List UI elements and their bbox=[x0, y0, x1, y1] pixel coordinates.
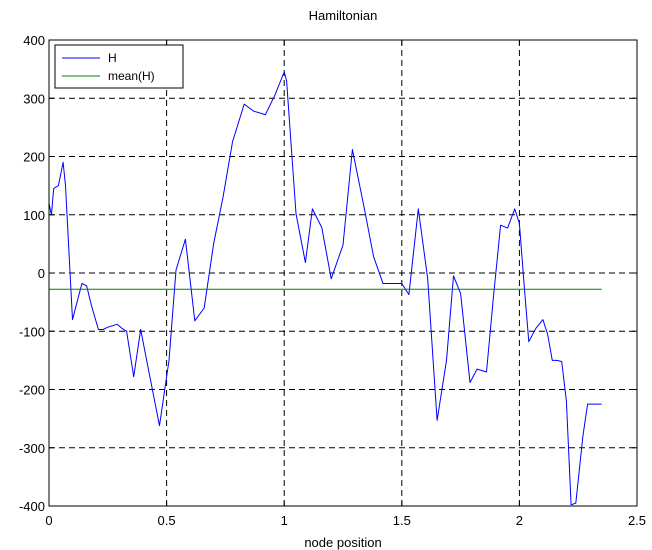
y-tick-label: 400 bbox=[23, 33, 45, 48]
y-tick-label: 0 bbox=[38, 266, 45, 281]
grid-lines bbox=[49, 40, 637, 506]
legend-label-h: H bbox=[108, 51, 117, 65]
series-line-h bbox=[48, 71, 602, 506]
series-layer bbox=[48, 71, 602, 506]
y-tick-label: -400 bbox=[19, 499, 45, 514]
chart-title: Hamiltonian bbox=[309, 8, 378, 23]
legend-label-mean: mean(H) bbox=[108, 69, 155, 83]
x-tick-label: 0 bbox=[45, 513, 52, 528]
x-tick-label: 1 bbox=[281, 513, 288, 528]
x-tick-label: 2 bbox=[516, 513, 523, 528]
y-tick-label: -200 bbox=[19, 383, 45, 398]
y-tick-label: 200 bbox=[23, 150, 45, 165]
x-tick-labels: 0 0.5 1 1.5 2 2.5 bbox=[45, 513, 646, 528]
y-tick-labels: -400 -300 -200 -100 0 100 200 300 400 bbox=[19, 33, 45, 514]
y-tick-label: 100 bbox=[23, 208, 45, 223]
axis-ticks bbox=[48, 39, 638, 507]
x-tick-label: 0.5 bbox=[158, 513, 176, 528]
x-tick-label: 1.5 bbox=[393, 513, 411, 528]
x-axis-label: node position bbox=[304, 535, 381, 550]
legend: H mean(H) bbox=[54, 44, 184, 89]
y-tick-label: -300 bbox=[19, 441, 45, 456]
legend-box bbox=[54, 44, 184, 89]
y-tick-label: -100 bbox=[19, 324, 45, 339]
y-tick-label: 300 bbox=[23, 91, 45, 106]
x-tick-label: 2.5 bbox=[628, 513, 646, 528]
